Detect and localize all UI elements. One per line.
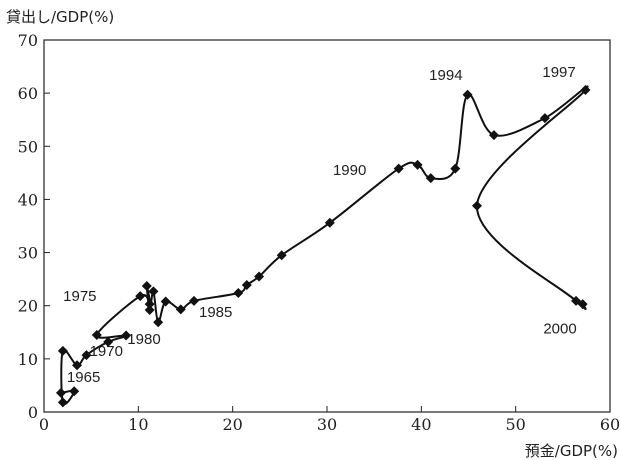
year-annotation: 2000	[543, 320, 576, 337]
data-point-marker	[488, 130, 499, 141]
y-tick-label: 50	[18, 137, 38, 156]
data-point-marker	[175, 304, 186, 315]
y-tick-label: 0	[28, 403, 38, 422]
data-point-marker	[241, 279, 252, 290]
data-point-marker	[539, 113, 550, 124]
year-annotation: 1990	[333, 162, 366, 179]
series-line	[60, 85, 589, 405]
data-point-marker	[55, 387, 66, 398]
data-point-marker	[144, 299, 155, 310]
data-point-marker	[57, 345, 68, 356]
data-point-marker	[393, 163, 404, 174]
year-annotations: 1965 1970 1975 1980 1985 1990 1994 1997 2000	[63, 64, 577, 386]
y-tick-label: 70	[18, 31, 38, 50]
tick-labels: 0 10 20 30 40 50 60 0 10 20 30 40 50 60 70	[18, 31, 621, 434]
data-point-marker	[135, 291, 146, 302]
year-annotation: 1980	[127, 331, 160, 348]
year-annotation: 1994	[429, 67, 462, 84]
y-tick-label: 20	[18, 297, 38, 316]
data-point-marker	[276, 250, 287, 261]
y-axis-label: 貸出し/GDP(%)	[6, 8, 114, 26]
data-point-marker	[72, 360, 83, 371]
year-annotation: 1975	[63, 288, 96, 305]
data-point-marker	[462, 89, 473, 100]
axis-ticks	[43, 39, 611, 413]
data-point-marker	[148, 286, 159, 297]
data-point-marker	[233, 287, 244, 298]
data-point-marker	[153, 317, 164, 328]
data-point-marker	[471, 200, 482, 211]
data-point-marker	[425, 173, 436, 184]
data-point-marker	[412, 159, 423, 170]
data-point-marker	[450, 163, 461, 174]
y-tick-label: 30	[18, 244, 38, 263]
data-point-marker	[188, 295, 199, 306]
data-point-marker	[144, 304, 155, 315]
x-tick-label: 0	[39, 415, 49, 434]
year-annotation: 1965	[67, 369, 100, 386]
y-tick-label: 40	[18, 190, 38, 209]
data-point-marker	[324, 217, 335, 228]
year-annotation: 1985	[199, 304, 232, 321]
x-tick-label: 30	[317, 415, 337, 434]
x-axis-label: 預金/GDP(%)	[525, 442, 618, 460]
y-tick-label: 60	[18, 84, 38, 103]
data-point-marker	[69, 386, 80, 397]
data-point-marker	[160, 296, 171, 307]
data-point-marker	[103, 336, 114, 347]
x-tick-label: 20	[222, 415, 242, 434]
data-point-marker	[254, 271, 265, 282]
data-point-marker	[141, 281, 152, 292]
data-point-marker	[580, 84, 591, 95]
data-point-marker	[577, 299, 588, 310]
x-tick-label: 40	[411, 415, 431, 434]
data-point-marker	[57, 397, 68, 408]
x-tick-label: 10	[128, 415, 148, 434]
year-annotation: 1970	[90, 343, 123, 360]
data-point-marker	[91, 329, 102, 340]
year-annotation: 1997	[542, 64, 575, 81]
data-markers	[55, 84, 591, 408]
x-tick-label: 60	[600, 415, 620, 434]
y-tick-label: 10	[18, 350, 38, 369]
data-point-marker	[81, 350, 92, 361]
x-tick-label: 50	[505, 415, 525, 434]
data-point-marker	[121, 330, 132, 341]
